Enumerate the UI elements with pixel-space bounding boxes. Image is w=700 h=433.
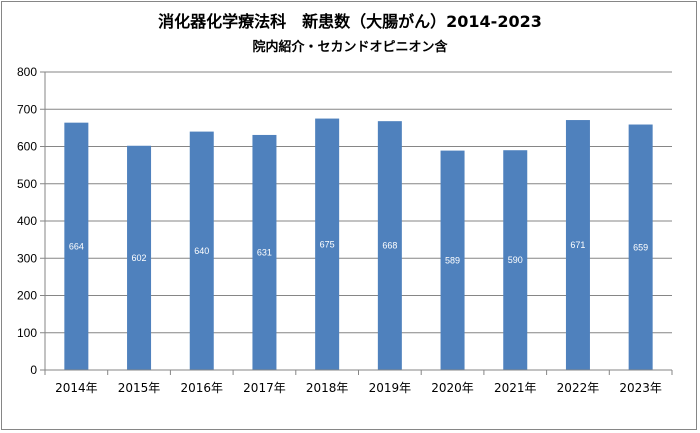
x-tick-label: 2016年: [180, 381, 223, 395]
bar: [503, 150, 528, 370]
y-tick-label: 200: [17, 289, 37, 303]
chart-title: 消化器化学療法科 新患数（大腸がん）2014-2023: [158, 12, 542, 31]
data-label: 631: [257, 247, 272, 257]
data-label: 602: [132, 253, 147, 263]
data-label: 589: [445, 255, 460, 265]
y-tick-label: 600: [17, 140, 37, 154]
y-tick-label: 0: [30, 363, 37, 377]
y-axis-tick-labels: 0 100 200 300 400 500 600 700 800: [17, 65, 37, 377]
y-tick-label: 800: [17, 65, 37, 79]
x-axis-tick-labels: 2014年 2015年 2016年 2017年 2018年 2019年 2020年 2021年…: [55, 381, 662, 395]
data-label: 640: [194, 246, 209, 256]
y-tick-label: 500: [17, 177, 37, 191]
bar: [628, 124, 653, 371]
data-label: 590: [508, 255, 523, 265]
bars: [64, 118, 653, 371]
chart-subtitle: 院内紹介・セカンドオピニオン含: [252, 40, 448, 55]
bar: [64, 122, 89, 370]
data-label: 659: [633, 242, 648, 252]
x-tick-label: 2014年: [55, 381, 98, 395]
x-tick-label: 2019年: [369, 381, 412, 395]
data-label: 671: [570, 240, 585, 250]
x-tick-label: 2021年: [494, 381, 537, 395]
x-tick-label: 2015年: [118, 381, 161, 395]
y-tick-label: 100: [17, 326, 37, 340]
bar: [315, 118, 340, 370]
bar: [189, 131, 214, 370]
data-labels: 664 602 640 631 675 668 589 590 671 659: [69, 239, 648, 265]
bar: [127, 145, 152, 370]
x-tick-label: 2023年: [619, 381, 662, 395]
data-label: 675: [320, 239, 335, 249]
bar: [440, 150, 465, 370]
x-tick-label: 2018年: [306, 381, 349, 395]
bar: [377, 121, 402, 370]
bar: [252, 134, 277, 370]
data-label: 668: [382, 241, 397, 251]
x-tick-label: 2022年: [557, 381, 600, 395]
y-tick-label: 400: [17, 214, 37, 228]
y-tick-label: 300: [17, 251, 37, 265]
bar: [565, 120, 590, 371]
x-tick-label: 2017年: [243, 381, 286, 395]
data-label: 664: [69, 241, 84, 251]
y-tick-label: 700: [17, 102, 37, 116]
x-tick-label: 2020年: [431, 381, 474, 395]
